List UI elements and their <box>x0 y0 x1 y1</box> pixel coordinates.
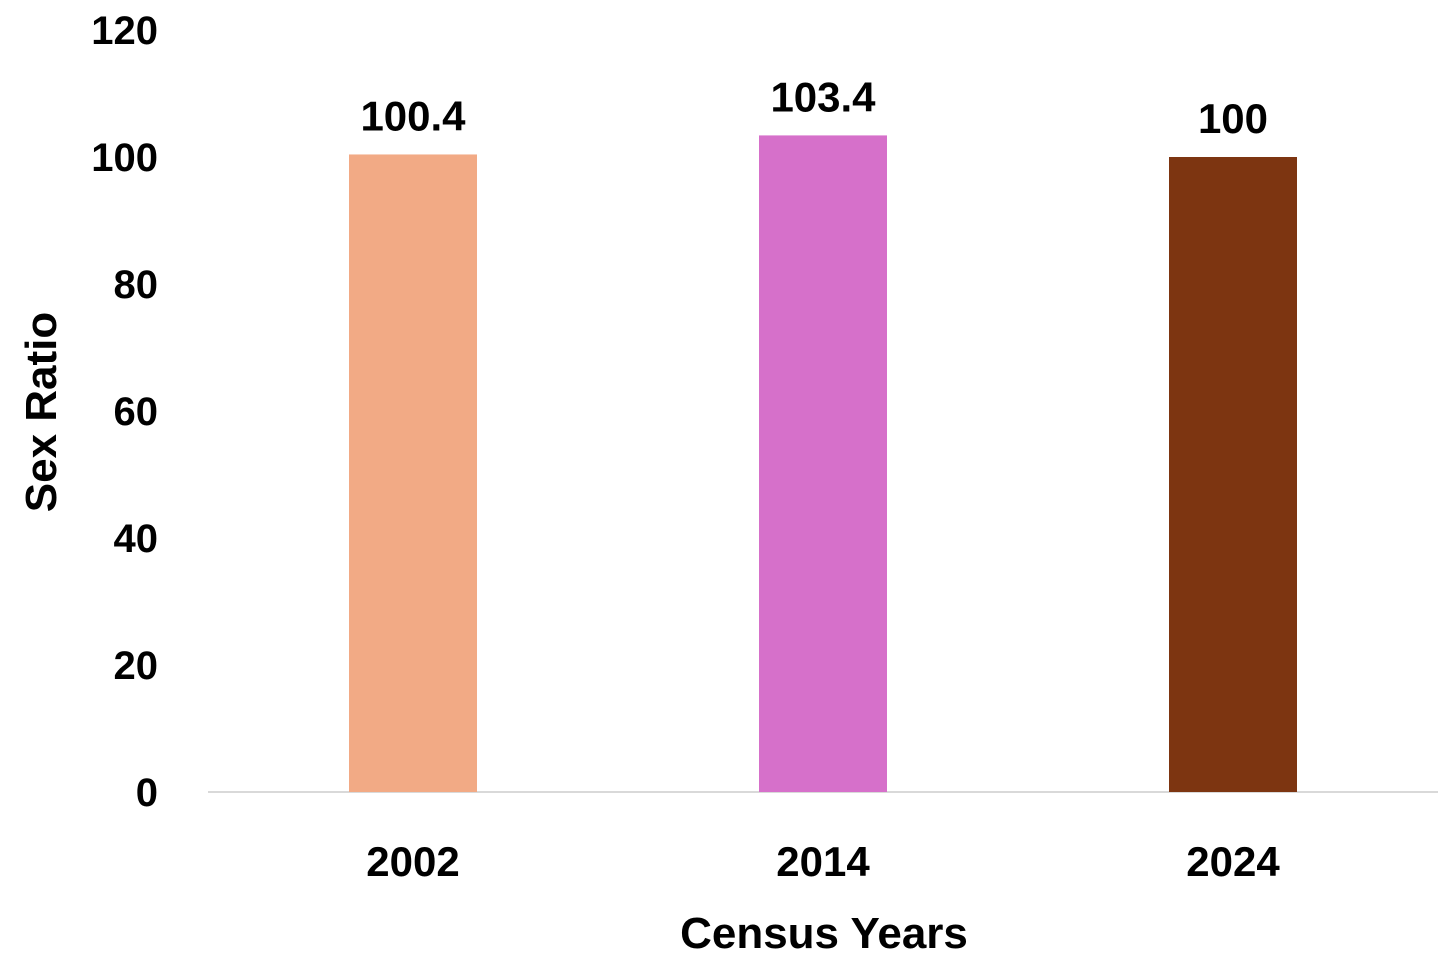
y-tick-label: 60 <box>114 390 159 434</box>
data-label-2014: 103.4 <box>770 73 876 120</box>
bar-2002 <box>349 154 477 792</box>
y-tick-label: 40 <box>114 517 159 561</box>
y-tick-label: 120 <box>91 9 158 53</box>
y-axis-ticks: 0 20 40 60 80 100 120 <box>91 9 158 815</box>
x-tick-label: 2024 <box>1186 838 1280 885</box>
y-tick-label: 20 <box>114 644 159 688</box>
bar-2014 <box>759 135 887 792</box>
x-tick-label: 2014 <box>776 838 870 885</box>
y-tick-label: 100 <box>91 136 158 180</box>
y-tick-label: 0 <box>136 771 158 815</box>
data-label-2024: 100 <box>1198 95 1268 142</box>
x-axis-ticks: 2002 2014 2024 <box>366 838 1280 885</box>
bar-2024 <box>1169 157 1297 792</box>
data-label-2002: 100.4 <box>360 92 466 139</box>
x-tick-label: 2002 <box>366 838 459 885</box>
x-axis-title: Census Years <box>680 909 968 953</box>
data-labels: 100.4 103.4 100 <box>360 73 1268 142</box>
y-axis-title: Sex Ratio <box>17 312 66 513</box>
y-tick-label: 80 <box>114 263 159 307</box>
bars <box>349 135 1297 792</box>
